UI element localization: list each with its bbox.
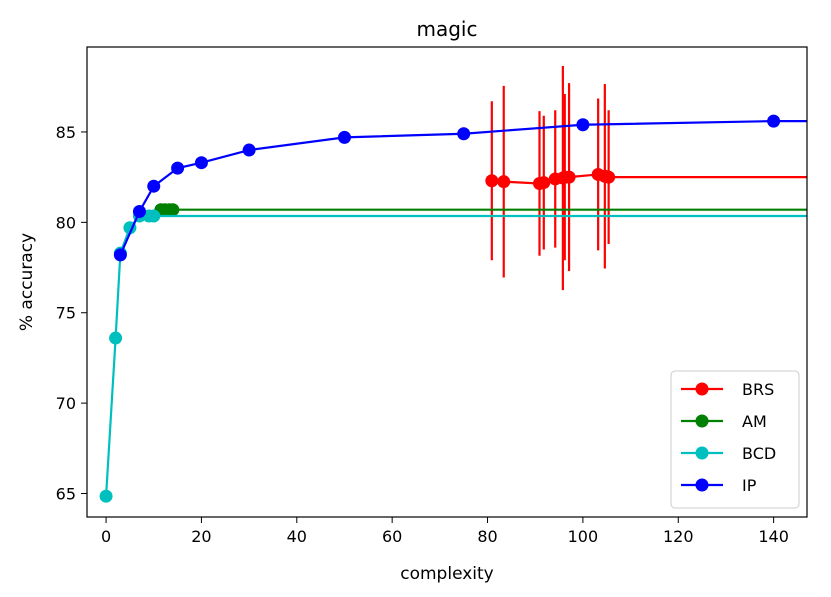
plot-frame (86, 46, 808, 518)
data-point (337, 130, 351, 144)
data-point (457, 127, 471, 141)
legend-item: BRS (681, 380, 774, 399)
x-axis-label: complexity (400, 564, 494, 584)
data-point (537, 176, 551, 190)
legend-marker (695, 446, 709, 460)
series-brs (485, 65, 807, 291)
x-tick-label: 140 (758, 527, 789, 546)
series-line (119, 120, 807, 256)
data-point (562, 170, 576, 184)
y-tick-label: 75 (56, 304, 76, 323)
x-tick-label: 120 (663, 527, 694, 546)
legend-label: AM (742, 412, 767, 431)
chart-title: magic (417, 17, 478, 41)
legend-box (670, 370, 800, 509)
y-axis-label: % accuracy (17, 233, 37, 331)
x-tick-label: 100 (568, 527, 599, 546)
legend-item: IP (681, 476, 757, 495)
legend-marker (695, 414, 709, 428)
y-axis: 65 70 75 80 85 (56, 123, 87, 504)
x-axis: 0 20 40 60 80 100 120 140 (101, 517, 789, 546)
x-tick-label: 80 (477, 527, 497, 546)
legend-item: BCD (681, 444, 776, 463)
data-point (99, 489, 113, 503)
y-tick-label: 85 (56, 123, 76, 142)
legend: BRS AM BCD IP (670, 370, 800, 509)
y-tick-label: 80 (56, 213, 76, 232)
data-point (166, 203, 180, 217)
y-tick-label: 70 (56, 394, 76, 413)
data-point (767, 114, 781, 128)
data-point (147, 209, 161, 223)
y-tick-label: 65 (56, 485, 76, 504)
x-tick-label: 40 (287, 527, 307, 546)
data-point (194, 156, 208, 170)
data-point (109, 331, 123, 345)
data-point (485, 174, 499, 188)
data-point (576, 118, 590, 132)
legend-item: AM (681, 412, 767, 431)
data-point (602, 170, 616, 184)
data-point (171, 161, 185, 175)
legend-label: IP (742, 476, 757, 495)
x-tick-label: 0 (101, 527, 111, 546)
x-tick-label: 60 (382, 527, 402, 546)
data-point (497, 175, 511, 189)
legend-marker (695, 478, 709, 492)
x-tick-label: 20 (191, 527, 211, 546)
data-point (113, 248, 127, 262)
legend-marker (695, 382, 709, 396)
series-ip (113, 114, 807, 262)
data-point (242, 143, 256, 157)
legend-label: BRS (742, 380, 774, 399)
data-point (147, 179, 161, 193)
data-point (132, 205, 146, 218)
legend-label: BCD (742, 444, 776, 463)
series-layer (99, 65, 807, 503)
